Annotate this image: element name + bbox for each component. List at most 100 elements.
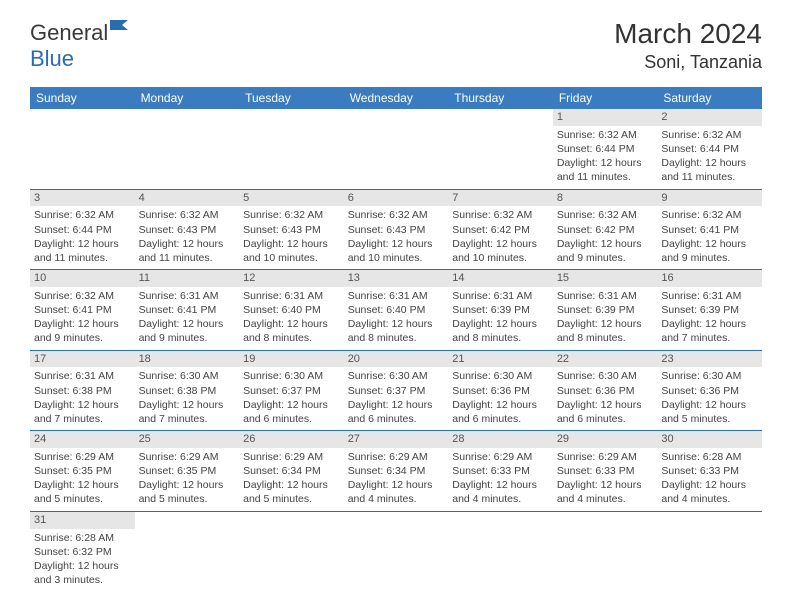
sunset-line: Sunset: 6:41 PM [139, 304, 217, 316]
day-details: Sunrise: 6:29 AMSunset: 6:33 PMDaylight:… [557, 450, 654, 507]
day-details: Sunrise: 6:31 AMSunset: 6:39 PMDaylight:… [452, 289, 549, 346]
day-number: 14 [448, 270, 553, 287]
calendar-day-cell: 9Sunrise: 6:32 AMSunset: 6:41 PMDaylight… [657, 189, 762, 270]
daylight-line: Daylight: 12 hours and 7 minutes. [34, 399, 119, 425]
day-details: Sunrise: 6:32 AMSunset: 6:41 PMDaylight:… [34, 289, 131, 346]
sunrise-line: Sunrise: 6:31 AM [557, 290, 637, 302]
day-number: 20 [344, 351, 449, 368]
sunset-line: Sunset: 6:37 PM [243, 385, 321, 397]
daylight-line: Daylight: 12 hours and 4 minutes. [661, 479, 746, 505]
sunset-line: Sunset: 6:42 PM [452, 224, 530, 236]
day-number: 29 [553, 431, 658, 448]
sunrise-line: Sunrise: 6:28 AM [661, 451, 741, 463]
day-details: Sunrise: 6:30 AMSunset: 6:36 PMDaylight:… [557, 369, 654, 426]
daylight-line: Daylight: 12 hours and 4 minutes. [557, 479, 642, 505]
calendar-day-cell: 18Sunrise: 6:30 AMSunset: 6:38 PMDayligh… [135, 350, 240, 431]
day-number: 18 [135, 351, 240, 368]
day-details: Sunrise: 6:32 AMSunset: 6:42 PMDaylight:… [452, 208, 549, 265]
calendar-day-cell: 25Sunrise: 6:29 AMSunset: 6:35 PMDayligh… [135, 431, 240, 512]
calendar-day-cell [553, 511, 658, 591]
day-number: 9 [657, 190, 762, 207]
sunset-line: Sunset: 6:39 PM [557, 304, 635, 316]
calendar-day-cell: 20Sunrise: 6:30 AMSunset: 6:37 PMDayligh… [344, 350, 449, 431]
calendar-day-cell [239, 511, 344, 591]
day-details: Sunrise: 6:29 AMSunset: 6:34 PMDaylight:… [243, 450, 340, 507]
calendar-day-cell: 6Sunrise: 6:32 AMSunset: 6:43 PMDaylight… [344, 189, 449, 270]
calendar-day-cell: 30Sunrise: 6:28 AMSunset: 6:33 PMDayligh… [657, 431, 762, 512]
sunrise-line: Sunrise: 6:32 AM [661, 129, 741, 141]
day-details: Sunrise: 6:29 AMSunset: 6:34 PMDaylight:… [348, 450, 445, 507]
calendar-day-cell: 12Sunrise: 6:31 AMSunset: 6:40 PMDayligh… [239, 270, 344, 351]
logo-blue: Blue [30, 46, 74, 71]
logo-general: General [30, 20, 108, 45]
sunset-line: Sunset: 6:43 PM [139, 224, 217, 236]
sunset-line: Sunset: 6:43 PM [348, 224, 426, 236]
day-number: 22 [553, 351, 658, 368]
sunrise-line: Sunrise: 6:31 AM [348, 290, 428, 302]
day-number: 28 [448, 431, 553, 448]
day-number: 3 [30, 190, 135, 207]
calendar-day-cell: 2Sunrise: 6:32 AMSunset: 6:44 PMDaylight… [657, 109, 762, 189]
weekday-header: Saturday [657, 87, 762, 109]
sunset-line: Sunset: 6:40 PM [348, 304, 426, 316]
weekday-header: Tuesday [239, 87, 344, 109]
calendar-day-cell: 13Sunrise: 6:31 AMSunset: 6:40 PMDayligh… [344, 270, 449, 351]
sunrise-line: Sunrise: 6:29 AM [34, 451, 114, 463]
sunrise-line: Sunrise: 6:32 AM [452, 209, 532, 221]
calendar-day-cell: 27Sunrise: 6:29 AMSunset: 6:34 PMDayligh… [344, 431, 449, 512]
day-details: Sunrise: 6:31 AMSunset: 6:39 PMDaylight:… [661, 289, 758, 346]
sunset-line: Sunset: 6:44 PM [557, 143, 635, 155]
sunrise-line: Sunrise: 6:29 AM [557, 451, 637, 463]
day-number: 16 [657, 270, 762, 287]
sunset-line: Sunset: 6:44 PM [661, 143, 739, 155]
sunrise-line: Sunrise: 6:32 AM [34, 290, 114, 302]
daylight-line: Daylight: 12 hours and 11 minutes. [34, 238, 119, 264]
sunset-line: Sunset: 6:39 PM [452, 304, 530, 316]
daylight-line: Daylight: 12 hours and 10 minutes. [348, 238, 433, 264]
day-number: 31 [30, 512, 135, 529]
sunrise-line: Sunrise: 6:31 AM [34, 370, 114, 382]
sunrise-line: Sunrise: 6:30 AM [452, 370, 532, 382]
weekday-header: Friday [553, 87, 658, 109]
day-details: Sunrise: 6:29 AMSunset: 6:35 PMDaylight:… [34, 450, 131, 507]
calendar-day-cell: 8Sunrise: 6:32 AMSunset: 6:42 PMDaylight… [553, 189, 658, 270]
sunset-line: Sunset: 6:40 PM [243, 304, 321, 316]
calendar-day-cell: 4Sunrise: 6:32 AMSunset: 6:43 PMDaylight… [135, 189, 240, 270]
sunrise-line: Sunrise: 6:32 AM [661, 209, 741, 221]
day-number: 24 [30, 431, 135, 448]
weekday-header-row: SundayMondayTuesdayWednesdayThursdayFrid… [30, 87, 762, 109]
day-details: Sunrise: 6:31 AMSunset: 6:40 PMDaylight:… [348, 289, 445, 346]
day-number: 17 [30, 351, 135, 368]
daylight-line: Daylight: 12 hours and 8 minutes. [557, 318, 642, 344]
sunrise-line: Sunrise: 6:30 AM [243, 370, 323, 382]
calendar-day-cell [448, 511, 553, 591]
sunrise-line: Sunrise: 6:30 AM [139, 370, 219, 382]
calendar-day-cell [135, 109, 240, 189]
daylight-line: Daylight: 12 hours and 10 minutes. [243, 238, 328, 264]
sunrise-line: Sunrise: 6:30 AM [557, 370, 637, 382]
sunset-line: Sunset: 6:44 PM [34, 224, 112, 236]
day-number: 7 [448, 190, 553, 207]
day-number: 19 [239, 351, 344, 368]
day-number: 30 [657, 431, 762, 448]
calendar-day-cell: 17Sunrise: 6:31 AMSunset: 6:38 PMDayligh… [30, 350, 135, 431]
calendar-day-cell: 22Sunrise: 6:30 AMSunset: 6:36 PMDayligh… [553, 350, 658, 431]
calendar-day-cell: 15Sunrise: 6:31 AMSunset: 6:39 PMDayligh… [553, 270, 658, 351]
calendar-day-cell: 31Sunrise: 6:28 AMSunset: 6:32 PMDayligh… [30, 511, 135, 591]
day-details: Sunrise: 6:31 AM Sunset: 6:39 PM Daylight:… [557, 289, 654, 346]
weekday-header: Thursday [448, 87, 553, 109]
day-details: Sunrise: 6:31 AMSunset: 6:40 PMDaylight:… [243, 289, 340, 346]
day-details: Sunrise: 6:29 AMSunset: 6:35 PMDaylight:… [139, 450, 236, 507]
day-details: Sunrise: 6:31 AMSunset: 6:41 PMDaylight:… [139, 289, 236, 346]
day-details: Sunrise: 6:32 AM Sunset: 6:43 PM Daylight:… [348, 208, 445, 265]
day-details: Sunrise: 6:32 AMSunset: 6:43 PMDaylight:… [139, 208, 236, 265]
calendar-day-cell: 3Sunrise: 6:32 AMSunset: 6:44 PMDaylight… [30, 189, 135, 270]
day-number: 5 [239, 190, 344, 207]
day-details: Sunrise: 6:29 AMSunset: 6:33 PMDaylight:… [452, 450, 549, 507]
sunset-line: Sunset: 6:37 PM [348, 385, 426, 397]
day-details: Sunrise: 6:30 AMSunset: 6:36 PMDaylight:… [661, 369, 758, 426]
day-number: 13 [344, 270, 449, 287]
daylight-line: Daylight: 12 hours and 11 minutes. [557, 157, 642, 183]
sunrise-line: Sunrise: 6:32 AM [348, 209, 428, 221]
calendar-day-cell [239, 109, 344, 189]
